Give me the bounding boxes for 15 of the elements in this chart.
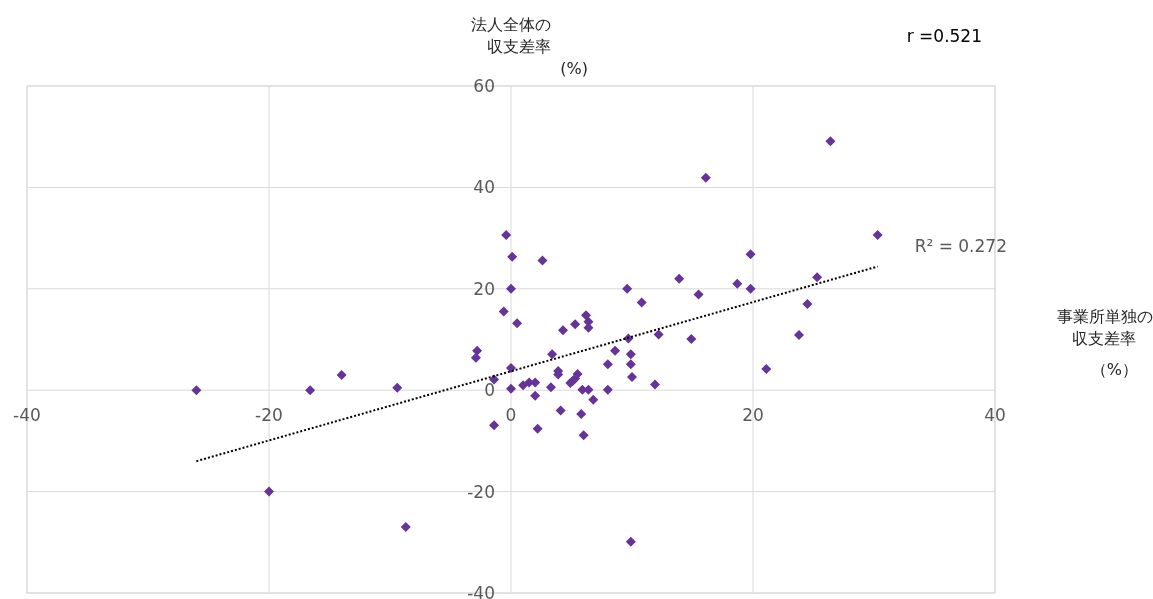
x-tick-label: -20	[255, 405, 283, 426]
annotation: R² = 0.272	[914, 236, 1007, 257]
text: r =0.521	[906, 26, 982, 46]
x-tick-label: 0	[505, 405, 517, 426]
x-axis-title: 事業所単独の収支差率（%）	[1057, 307, 1153, 379]
x-tick-label: 40	[984, 405, 1006, 426]
y-tick-label: -40	[467, 583, 495, 599]
x-tick-label: -40	[13, 405, 41, 426]
y-tick-label: 20	[473, 278, 495, 299]
y-tick-label: 40	[473, 177, 495, 198]
y-tick-label: 60	[473, 76, 495, 96]
y-tick-label: -20	[467, 481, 495, 502]
y-axis-title: 法人全体の収支差率(%)	[471, 15, 588, 78]
y-tick-label: 0	[484, 380, 495, 401]
x-tick-label: 20	[742, 405, 764, 426]
